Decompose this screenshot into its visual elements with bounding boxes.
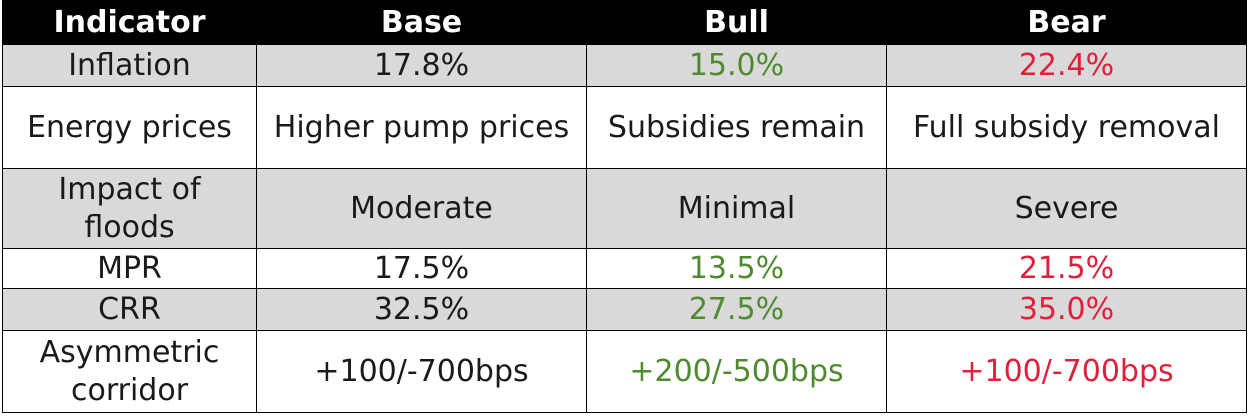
cell-bear: 22.4%	[886, 44, 1247, 87]
cell-indicator: Asymmetric corridor	[2, 330, 257, 413]
header-indicator: Indicator	[2, 0, 257, 45]
cell-bear: Full subsidy removal	[886, 86, 1247, 169]
cell-bear: +100/-700bps	[886, 330, 1247, 413]
header-base: Base	[256, 0, 587, 45]
cell-bull: 15.0%	[586, 44, 887, 87]
cell-indicator: MPR	[2, 248, 257, 289]
cell-indicator: Energy prices	[2, 86, 257, 169]
cell-bear: 21.5%	[886, 248, 1247, 289]
cell-indicator: Impact of floods	[2, 168, 257, 249]
cell-base: 17.5%	[256, 248, 587, 289]
table-row-energy-prices: Energy prices Higher pump prices Subsidi…	[2, 86, 1247, 169]
cell-bull: Subsidies remain	[586, 86, 887, 169]
table-row-impact-of-floods: Impact of floods Moderate Minimal Severe	[2, 168, 1247, 249]
table-row-mpr: MPR 17.5% 13.5% 21.5%	[2, 248, 1247, 289]
table-row-inflation: Inflation 17.8% 15.0% 22.4%	[2, 44, 1247, 87]
table-row-crr: CRR 32.5% 27.5% 35.0%	[2, 288, 1247, 331]
cell-base: 32.5%	[256, 288, 587, 331]
cell-bull: 13.5%	[586, 248, 887, 289]
header-bear: Bear	[886, 0, 1247, 45]
cell-bull: +200/-500bps	[586, 330, 887, 413]
cell-indicator: CRR	[2, 288, 257, 331]
cell-bull: 27.5%	[586, 288, 887, 331]
header-bull: Bull	[586, 0, 887, 45]
table-row-asymmetric-corridor: Asymmetric corridor +100/-700bps +200/-5…	[2, 330, 1247, 413]
cell-base: 17.8%	[256, 44, 587, 87]
cell-bear: 35.0%	[886, 288, 1247, 331]
cell-indicator: Inflation	[2, 44, 257, 87]
cell-base: Moderate	[256, 168, 587, 249]
cell-bull: Minimal	[586, 168, 887, 249]
cell-base: Higher pump prices	[256, 86, 587, 169]
cell-bear: Severe	[886, 168, 1247, 249]
cell-base: +100/-700bps	[256, 330, 587, 413]
header-row: Indicator Base Bull Bear	[2, 0, 1247, 45]
